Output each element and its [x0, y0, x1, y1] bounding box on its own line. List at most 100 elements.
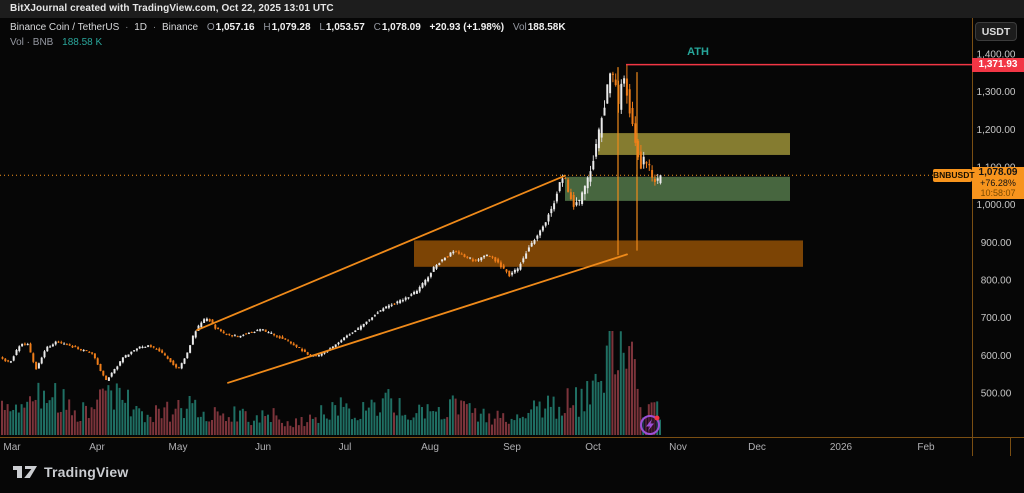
tradingview-logo-text: TradingView	[44, 464, 129, 480]
candle-body	[401, 300, 404, 302]
time-tick-label[interactable]: Jul	[339, 442, 352, 453]
volume-bar	[174, 408, 177, 435]
time-tick-label[interactable]: Sep	[503, 442, 521, 453]
volume-bar	[26, 401, 29, 435]
candle-body	[505, 269, 508, 272]
time-tick-label[interactable]: Nov	[669, 442, 687, 453]
candle-body	[569, 192, 572, 200]
attribution-bar: BitXJournal created with TradingView.com…	[0, 0, 1024, 18]
candle-body	[334, 344, 337, 347]
volume-bar	[20, 404, 23, 435]
candle-body	[298, 346, 301, 348]
interval-label[interactable]: 1D	[134, 22, 148, 33]
candle-body	[382, 308, 385, 312]
volume-bar	[129, 416, 132, 435]
close-value: 1,078.09	[381, 22, 421, 33]
volume-bar	[51, 397, 54, 435]
volume-bar	[524, 418, 527, 435]
candle-body	[284, 338, 287, 340]
time-tick-label[interactable]: Jun	[255, 442, 271, 453]
tradingview-logo[interactable]: TradingView	[12, 459, 128, 485]
candle-body	[65, 344, 68, 346]
candle-body	[645, 162, 648, 164]
candle-body	[449, 252, 452, 257]
bar-close-countdown: 10:58:07	[980, 188, 1016, 199]
volume-bar	[65, 409, 68, 435]
time-tick-label[interactable]: 2026	[830, 442, 853, 453]
volume-bar	[317, 422, 320, 435]
candle-body	[530, 242, 533, 247]
volume-bar	[614, 374, 617, 435]
volume-bar	[183, 418, 185, 435]
volume-bar	[412, 417, 415, 435]
volume-bar	[639, 407, 642, 435]
chart-legend: Binance Coin / TetherUS · 1D · Binance O…	[10, 21, 566, 49]
candle-body	[273, 333, 276, 336]
candle-body	[539, 230, 542, 236]
symbol-title[interactable]: Binance Coin / TetherUS	[10, 22, 120, 33]
volume-bar	[185, 408, 188, 435]
candle-body	[357, 328, 360, 330]
time-tick-label[interactable]: Oct	[585, 442, 601, 453]
candle-body	[77, 347, 80, 349]
candle-body	[410, 294, 413, 296]
volume-bar	[188, 396, 191, 435]
volume-bar	[275, 415, 278, 435]
volume-bar	[334, 405, 337, 435]
price-tick-label: 900.00	[981, 238, 1012, 249]
volume-bar	[443, 418, 446, 435]
candle-body	[309, 354, 312, 356]
volume-bar	[311, 418, 314, 435]
volume-bar	[149, 416, 152, 435]
candle-body	[485, 254, 488, 257]
upper-channel-line[interactable]	[196, 174, 566, 331]
candle-body	[508, 270, 511, 277]
volume-bar	[258, 422, 261, 435]
volume-bar	[309, 414, 311, 435]
candle-body	[270, 332, 273, 334]
volume-bar	[104, 390, 107, 435]
volume-bar	[359, 418, 362, 435]
volume-bar	[342, 406, 345, 435]
volume-bar	[454, 398, 457, 435]
volume-bar	[17, 412, 20, 435]
volume-bar	[552, 396, 555, 435]
volume-bar	[286, 421, 289, 435]
lower-channel-line[interactable]	[227, 253, 628, 384]
volume-bar	[384, 392, 387, 435]
volume-bar	[482, 408, 485, 435]
candle-body	[247, 332, 250, 334]
volume-bar	[577, 416, 580, 435]
volume-bar	[465, 404, 468, 435]
time-tick-label[interactable]: Aug	[421, 442, 439, 453]
candle-body	[289, 341, 292, 344]
volume-bar	[43, 390, 45, 435]
candle-body	[393, 303, 396, 305]
candle-body	[494, 257, 497, 262]
volume-bar	[622, 352, 625, 435]
time-tick-label[interactable]: Feb	[917, 442, 935, 453]
volume-bar	[146, 414, 149, 435]
volume-bar	[166, 401, 169, 435]
time-tick-label[interactable]: Apr	[89, 442, 105, 453]
low-value: 1,053.57	[325, 22, 365, 33]
candle-body	[488, 255, 491, 257]
candle-body	[564, 178, 567, 180]
time-tick-label[interactable]: Dec	[748, 442, 766, 453]
volume-bar	[236, 421, 239, 435]
volume-indicator-label[interactable]: Vol · BNB	[10, 37, 54, 48]
volume-indicator-row[interactable]: Vol · BNB 188.58 K	[10, 36, 566, 49]
time-tick-label[interactable]: Mar	[3, 442, 21, 453]
currency-toggle-button[interactable]: USDT	[975, 22, 1017, 41]
volume-bar	[583, 411, 586, 435]
time-tick-label[interactable]: May	[169, 442, 188, 453]
volume-bar	[351, 419, 353, 435]
candle-body	[79, 349, 82, 351]
volume-bar	[474, 408, 477, 435]
symbol-legend-row[interactable]: Binance Coin / TetherUS · 1D · Binance O…	[10, 21, 566, 35]
candle-body	[595, 143, 598, 157]
volume-bar	[415, 413, 418, 435]
volume-bar	[227, 417, 230, 435]
